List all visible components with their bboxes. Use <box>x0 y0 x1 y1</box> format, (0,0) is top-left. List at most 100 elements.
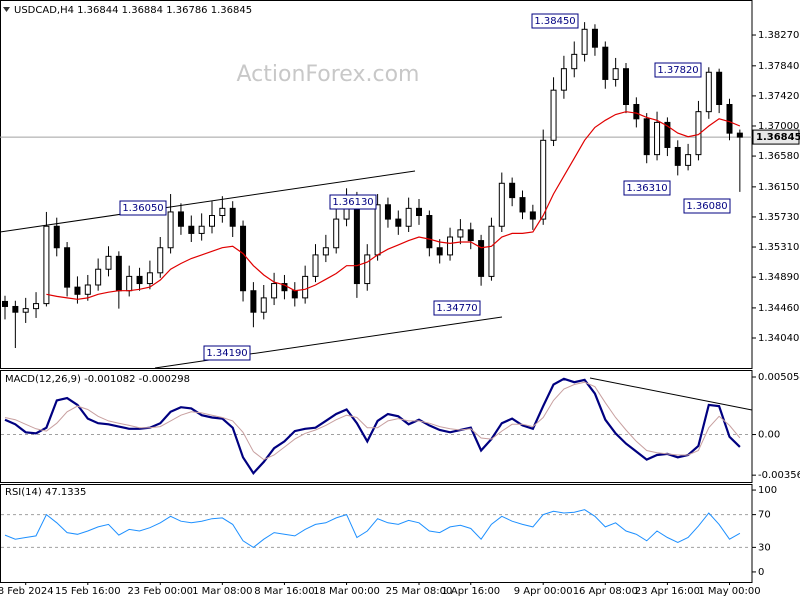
candle-body <box>591 28 598 48</box>
channel-upper <box>0 170 416 233</box>
candle-body <box>571 53 578 70</box>
candle-body <box>322 247 329 256</box>
annotation-label: 1.34190 <box>206 348 247 359</box>
annotation-box <box>683 198 731 214</box>
x-tick-label: 9 Apr 00:00 <box>514 586 573 597</box>
candle-body <box>333 218 340 249</box>
symbol-icon <box>3 7 10 12</box>
candle-body <box>364 254 371 285</box>
candle-body <box>705 71 712 113</box>
annotation-label: 1.38450 <box>534 16 575 27</box>
candle-body <box>64 247 71 288</box>
candle-body <box>281 283 288 292</box>
indicator-line <box>4 377 741 475</box>
candle-body <box>685 154 692 166</box>
candle-body <box>726 103 733 134</box>
candle-body <box>560 68 567 91</box>
panel-title: USDCAD,H4 1.36844 1.36884 1.36786 1.3684… <box>14 5 252 16</box>
moving-average <box>46 111 741 300</box>
candle-body <box>74 286 81 295</box>
candle-body <box>126 275 133 292</box>
candle-body <box>633 103 640 120</box>
candle-body <box>623 68 629 105</box>
y-tick-label: 0.00 <box>758 430 780 441</box>
candle-body <box>43 225 50 305</box>
candle-body <box>22 308 29 313</box>
candle-body <box>271 283 278 299</box>
y-tick-label: 1.34460 <box>758 303 799 314</box>
candle-body <box>12 305 19 313</box>
annotation-box <box>119 200 167 216</box>
annotation-label: 1.36310 <box>626 183 667 194</box>
macd-trendline <box>589 377 753 411</box>
annotation-label: 1.36130 <box>332 197 373 208</box>
y-tick-label: 1.37840 <box>758 61 799 72</box>
x-tick-label: 15 Feb 16:00 <box>55 586 121 597</box>
candle-body <box>136 275 143 285</box>
annotation-label: 1.34770 <box>436 303 477 314</box>
candle-body <box>374 204 381 256</box>
annotation-box <box>623 180 671 196</box>
annotation-label: 1.37820 <box>657 65 698 76</box>
y-tick-label: 1.36150 <box>758 182 799 193</box>
watermark: ActionForex.com <box>237 62 420 87</box>
candle-body <box>384 204 391 220</box>
x-tick-label: 25 Mar 08:00 <box>386 586 453 597</box>
x-tick-label: 8 Feb 2024 <box>0 586 54 597</box>
candle-body <box>426 215 433 249</box>
indicator-line <box>4 381 741 461</box>
current-price-label: 1.36845 <box>756 132 800 143</box>
y-tick-label: 100 <box>758 485 777 496</box>
candle-body <box>654 121 661 156</box>
y-tick-label: 1.35310 <box>758 242 799 253</box>
candle-body <box>312 254 319 277</box>
y-tick-label: 30 <box>758 542 771 553</box>
annotation-box <box>329 194 377 210</box>
candle-body <box>540 139 547 220</box>
candle-body <box>509 182 516 199</box>
candle-body <box>291 290 298 299</box>
candle-body <box>302 275 309 299</box>
candle-body <box>457 229 464 238</box>
candle-body <box>53 225 60 249</box>
x-tick-label: 23 Apr 16:00 <box>635 586 700 597</box>
x-tick-label: 1 May 00:00 <box>698 586 760 597</box>
candle-body <box>209 215 215 227</box>
candle-body <box>84 284 91 295</box>
candle-body <box>157 247 164 274</box>
candle-body <box>447 236 454 256</box>
panel-frame <box>0 370 753 483</box>
panel-frame <box>0 0 753 369</box>
annotation-label: 1.36050 <box>122 203 163 214</box>
candle-body <box>229 207 236 227</box>
candle-body <box>674 146 681 166</box>
candle-body <box>612 68 619 80</box>
annotation-box <box>203 345 251 361</box>
candle-body <box>177 211 184 227</box>
candle-body <box>167 211 174 249</box>
candle-body <box>95 268 102 286</box>
candle-body <box>498 182 505 227</box>
candle-body <box>478 240 485 277</box>
candle-body <box>33 303 40 310</box>
candle-body <box>395 218 402 227</box>
x-tick-label: 8 Mar 16:00 <box>254 586 314 597</box>
candle-body <box>519 197 526 213</box>
candle-body <box>736 132 743 138</box>
candle-body <box>581 28 588 55</box>
candle-body <box>488 225 495 277</box>
y-tick-label: 1.37000 <box>758 121 799 132</box>
panel-frame <box>0 484 753 583</box>
y-tick-label: 1.35730 <box>758 212 799 223</box>
y-tick-label: 70 <box>758 510 771 521</box>
candle-body <box>550 89 557 141</box>
x-tick-label: 23 Feb 00:00 <box>127 586 193 597</box>
x-tick-label: 16 Apr 08:00 <box>573 586 638 597</box>
candle-body <box>467 229 474 242</box>
candle-body <box>643 118 650 156</box>
candle-body <box>219 207 226 217</box>
candle-body <box>198 225 205 234</box>
indicator-line <box>4 509 741 549</box>
